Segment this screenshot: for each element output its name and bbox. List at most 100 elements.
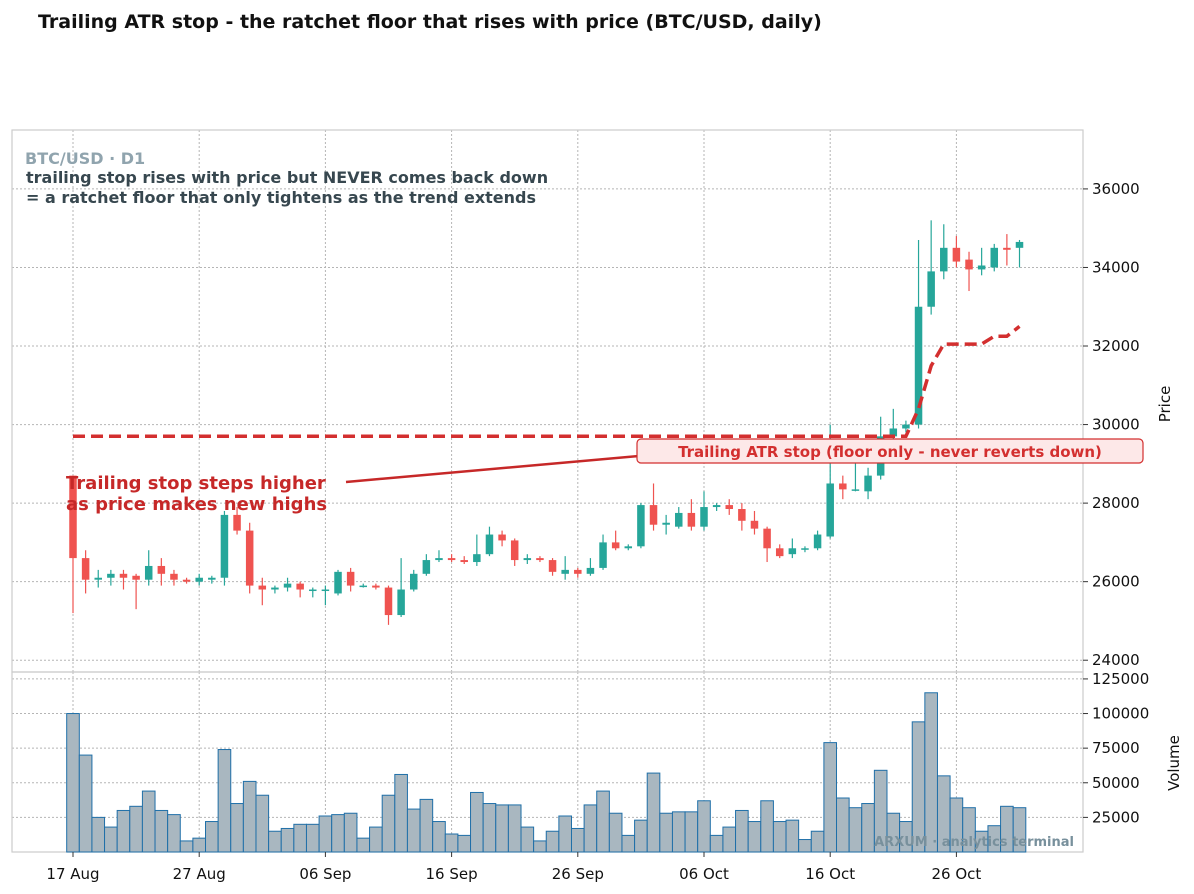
candle-body <box>990 247 999 268</box>
volume-axis-label: Volume <box>1165 735 1183 791</box>
volume-bar <box>331 814 345 853</box>
volume-bar <box>684 811 699 853</box>
candle-body <box>283 583 292 588</box>
volume-bar <box>520 826 535 853</box>
volume-bar <box>924 692 938 853</box>
price-tick-label: 30000 <box>1092 416 1140 434</box>
volume-bar <box>129 805 143 853</box>
candle-body <box>245 530 254 586</box>
volume-bar <box>735 809 749 853</box>
price-tick-label: 26000 <box>1092 573 1140 591</box>
candle-body <box>687 512 696 527</box>
candle-body <box>258 585 267 590</box>
volume-bar <box>697 800 711 853</box>
volume-bar <box>634 819 648 853</box>
candle-body <box>346 571 355 586</box>
volume-tick-label: 100000 <box>1092 705 1149 723</box>
volume-bar <box>621 834 636 853</box>
candle-body <box>372 585 380 588</box>
chart-title: Trailing ATR stop - the ratchet floor th… <box>38 11 822 33</box>
volume-bar <box>369 826 383 853</box>
volume-bar <box>507 804 522 853</box>
candle-body <box>422 560 431 574</box>
volume-bar <box>154 809 169 853</box>
note-line-1: trailing stop rises with price but NEVER… <box>26 168 548 187</box>
volume-bar <box>798 839 812 853</box>
candle-body <box>637 505 645 547</box>
candle-body <box>624 546 633 549</box>
price-y-ticks: 24000 26000 28000 30000 32000 34000 36000 <box>1083 180 1140 669</box>
candle-body <box>839 483 847 490</box>
candle-body <box>296 583 304 590</box>
volume-bar <box>772 821 787 853</box>
volume-bar <box>533 840 547 853</box>
volume-tick-label: 50000 <box>1092 774 1140 792</box>
volume-bar <box>570 827 585 853</box>
volume-bar <box>305 823 320 853</box>
candle-body <box>510 540 519 561</box>
volume-tick-label: 125000 <box>1092 670 1149 688</box>
candle-body <box>977 265 986 270</box>
annotation-arrow <box>345 453 651 484</box>
candle-body <box>523 558 532 561</box>
candle-body <box>309 589 317 592</box>
volume-bar <box>104 826 118 853</box>
candle-body <box>69 475 77 559</box>
volume-bar <box>583 804 598 853</box>
candle-body <box>144 565 153 580</box>
candle-body <box>1015 241 1024 248</box>
candle-body <box>574 569 582 574</box>
candle-body <box>914 306 923 425</box>
volume-bar <box>482 803 497 853</box>
candle-body <box>889 428 898 437</box>
volume-bar <box>116 809 131 853</box>
volume-bar <box>760 800 774 853</box>
candle-body <box>119 573 128 578</box>
trailing-stop-line <box>73 325 1021 439</box>
volume-bar <box>255 794 270 853</box>
price-tick-label: 36000 <box>1092 180 1140 198</box>
volume-bar <box>596 790 610 853</box>
candle-body <box>813 534 822 549</box>
volume-bar <box>318 815 333 853</box>
candle-body <box>94 577 102 580</box>
candle-body <box>485 534 494 555</box>
volume-bar <box>356 837 371 853</box>
volume-bar <box>242 780 257 853</box>
price-tick-label: 28000 <box>1092 494 1140 512</box>
volume-bar <box>444 833 459 853</box>
volume-bar <box>810 830 825 853</box>
volume-bar <box>66 713 80 853</box>
volume-bar <box>217 749 232 853</box>
candle-body <box>700 507 708 527</box>
candle-body <box>561 569 569 574</box>
candles <box>69 220 1024 625</box>
price-axis-label: Price <box>1156 386 1174 423</box>
legend-box-frame <box>636 438 1144 464</box>
x-tick-label: 16 Oct <box>805 865 855 883</box>
volume-bar <box>545 830 560 853</box>
candle-body <box>902 424 910 429</box>
volume-bar <box>873 769 888 853</box>
candle-body <box>157 565 166 574</box>
volume-bar <box>911 721 926 853</box>
volume-bar <box>785 819 800 853</box>
candle-body <box>763 528 771 549</box>
candle-body <box>662 522 670 525</box>
volume-bar <box>280 827 295 853</box>
volume-bar <box>671 811 686 853</box>
candle-body <box>712 505 721 508</box>
volume-bar <box>646 772 661 853</box>
x-tick-label: 27 Aug <box>173 865 226 883</box>
x-tick-label: 26 Oct <box>932 865 982 883</box>
volume-bar <box>1012 807 1027 853</box>
volume-bar <box>192 837 207 853</box>
candle-body <box>460 560 468 563</box>
volume-bar <box>406 808 421 853</box>
volume-bar <box>470 791 484 853</box>
note-line-2: = a ratchet floor that only tightens as … <box>26 188 536 207</box>
x-tick-label: 26 Sep <box>552 865 604 883</box>
volume-bar <box>709 834 724 853</box>
volume-bar <box>457 834 472 853</box>
